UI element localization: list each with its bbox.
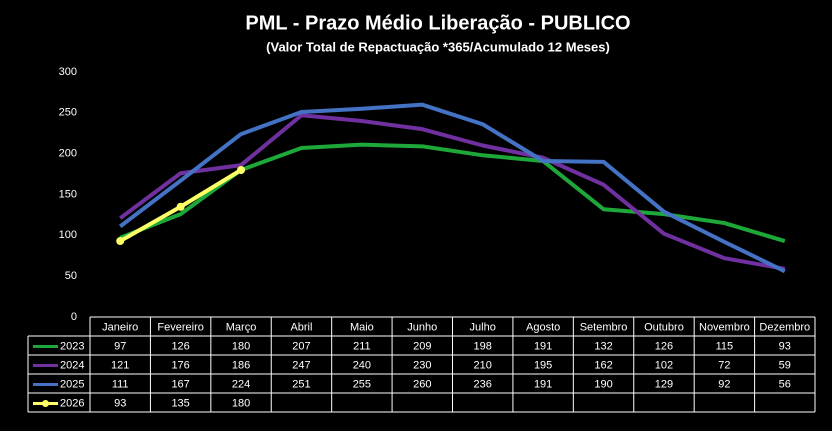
table-value: 56 — [779, 378, 791, 390]
table-value: 126 — [171, 340, 189, 352]
table-value: 93 — [114, 397, 126, 409]
table-value: 180 — [232, 397, 250, 409]
legend-label: 2025 — [60, 378, 84, 390]
series-line — [119, 102, 786, 274]
table-value: 129 — [655, 378, 673, 390]
point — [237, 166, 246, 174]
table-value: 97 — [114, 340, 126, 352]
x-tick-label: Abril — [290, 321, 312, 333]
chart-subtitle: (Valor Total de Repactuação *365/Acumula… — [266, 39, 610, 54]
x-tick-label: Julho — [470, 321, 496, 333]
table-value: 210 — [474, 359, 492, 371]
table-value: 240 — [353, 359, 371, 371]
series-line — [119, 113, 786, 271]
x-tick-label: Dezembro — [759, 321, 810, 333]
table-value: 247 — [292, 359, 310, 371]
table-value: 93 — [779, 340, 791, 352]
y-tick-label: 300 — [59, 66, 77, 78]
table-value: 59 — [779, 359, 791, 371]
legend-marker — [42, 400, 49, 407]
point — [176, 202, 185, 211]
table-value: 176 — [171, 359, 189, 371]
table-value: 186 — [232, 359, 250, 371]
point — [116, 237, 125, 246]
table-value: 190 — [594, 378, 612, 390]
table-value: 102 — [655, 359, 673, 371]
table-value: 195 — [534, 359, 552, 371]
table-value: 251 — [292, 378, 310, 390]
y-tick-label: 0 — [71, 311, 77, 323]
x-tick-label: Março — [226, 321, 257, 333]
y-tick-label: 250 — [59, 107, 77, 119]
legend-label: 2026 — [60, 397, 84, 409]
chart-title: PML - Prazo Médio Liberação - PUBLICO — [245, 12, 630, 34]
x-tick-label: Maio — [350, 321, 374, 333]
y-tick-label: 50 — [65, 270, 77, 282]
table-value: 191 — [534, 378, 552, 390]
table-value: 198 — [474, 340, 492, 352]
x-tick-label: Setembro — [580, 321, 628, 333]
x-tick-label: Janeiro — [102, 321, 138, 333]
legend-label: 2024 — [60, 359, 84, 371]
table-value: 92 — [718, 378, 730, 390]
table-value: 230 — [413, 359, 431, 371]
table-value: 209 — [413, 340, 431, 352]
y-tick-label: 100 — [59, 229, 77, 241]
legend-label: 2023 — [60, 340, 84, 352]
table-value: 121 — [111, 359, 129, 371]
table-value: 191 — [534, 340, 552, 352]
table-value: 260 — [413, 378, 431, 390]
y-tick-label: 200 — [59, 148, 77, 160]
table-value: 211 — [353, 340, 371, 352]
table-value: 111 — [112, 378, 129, 390]
table-value: 207 — [292, 340, 310, 352]
table-value: 135 — [171, 397, 189, 409]
table-value: 132 — [594, 340, 612, 352]
table-value: 115 — [716, 340, 734, 352]
x-tick-label: Outubro — [644, 321, 684, 333]
x-tick-label: Novembro — [699, 321, 750, 333]
table-value: 180 — [232, 340, 250, 352]
table-value: 72 — [718, 359, 730, 371]
table-value: 162 — [594, 359, 612, 371]
table-value: 126 — [655, 340, 673, 352]
y-tick-label: 150 — [59, 188, 77, 200]
table-value: 167 — [171, 378, 189, 390]
x-tick-label: Agosto — [526, 321, 560, 333]
table-value: 236 — [474, 378, 492, 390]
x-tick-label: Fevereiro — [157, 321, 203, 333]
table-value: 224 — [232, 378, 250, 390]
table-value: 255 — [353, 378, 371, 390]
x-tick-label: Junho — [407, 321, 437, 333]
